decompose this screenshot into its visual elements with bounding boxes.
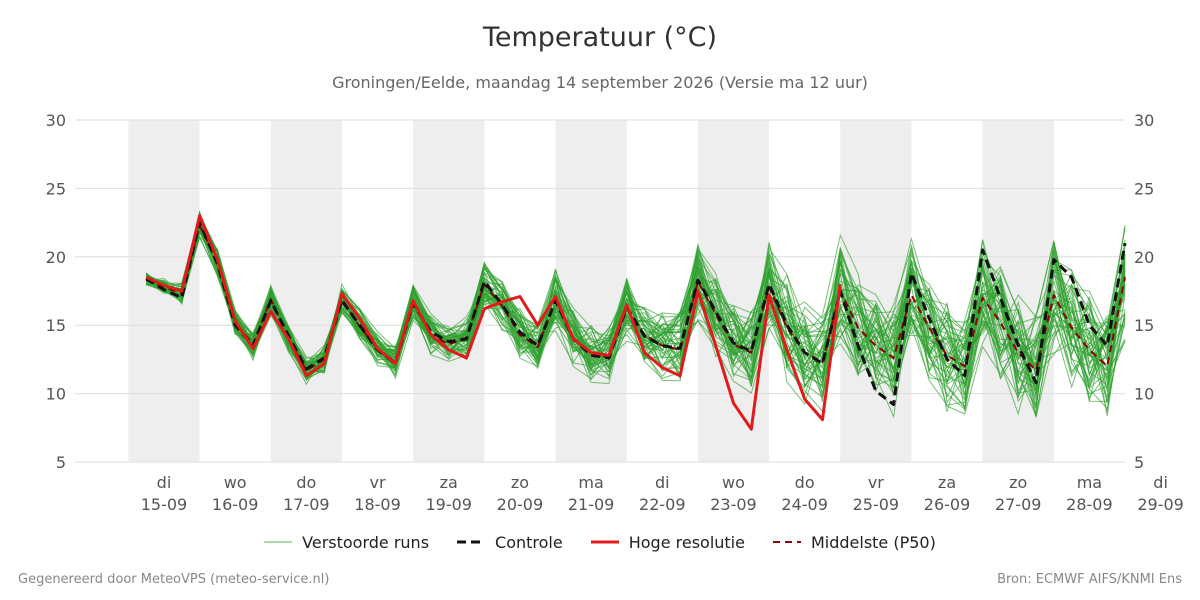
legend-label-members: Verstoorde runs <box>302 532 430 552</box>
series-line-hoge-resolutie <box>145 214 842 431</box>
ytick-right-5: 5 <box>1134 453 1144 472</box>
xtick-day-11: za <box>938 473 956 492</box>
xtick-date-8: 23-09 <box>710 495 757 514</box>
xtick-date-2: 17-09 <box>283 495 330 514</box>
xtick-day-2: do <box>296 473 316 492</box>
legend-item-control: Controle <box>457 533 563 552</box>
xtick-date-1: 16-09 <box>212 495 259 514</box>
legend-swatch-median <box>772 541 801 543</box>
xtick-day-9: do <box>795 473 815 492</box>
xtick-date-11: 26-09 <box>924 495 971 514</box>
xtick-day-0: di <box>157 473 172 492</box>
main-series <box>145 214 1127 431</box>
ytick-right-10: 10 <box>1134 385 1154 404</box>
footer-source: Bron: ECMWF AIFS/KNMI Ens <box>997 572 1182 587</box>
xtick-date-12: 27-09 <box>995 495 1042 514</box>
xtick-day-14: di <box>1153 473 1168 492</box>
legend-label-control: Controle <box>495 532 563 552</box>
weekday-shading <box>128 120 1054 462</box>
chart-subtitle: Groningen/Eelde, maandag 14 september 20… <box>332 73 868 92</box>
ytick-left-25: 25 <box>46 179 66 198</box>
legend: Verstoorde runs Controle Hoge resolutie … <box>0 530 1200 554</box>
ytick-right-15: 15 <box>1134 316 1154 335</box>
ytick-left-5: 5 <box>56 453 66 472</box>
xtick-date-5: 20-09 <box>497 495 544 514</box>
ytick-right-20: 20 <box>1134 248 1154 267</box>
legend-item-median: Middelste (P50) <box>772 532 936 552</box>
xtick-day-13: ma <box>1077 473 1102 492</box>
xtick-date-14: 29-09 <box>1137 495 1184 514</box>
xtick-day-8: wo <box>722 473 745 492</box>
member-line-38 <box>146 219 1126 396</box>
xtick-day-10: vr <box>868 473 884 492</box>
day-shade-2 <box>270 120 342 462</box>
xtick-date-6: 21-09 <box>568 495 615 514</box>
day-shade-6 <box>555 120 627 462</box>
series-line-controle <box>145 221 1127 406</box>
ytick-left-15: 15 <box>46 316 66 335</box>
ytick-left-20: 20 <box>46 248 66 267</box>
legend-label-hres: Hoge resolutie <box>628 532 745 552</box>
legend-swatch-control <box>457 540 486 544</box>
xtick-date-13: 28-09 <box>1066 495 1113 514</box>
xtick-date-9: 24-09 <box>781 495 828 514</box>
xtick-date-10: 25-09 <box>853 495 900 514</box>
xtick-day-7: di <box>655 473 670 492</box>
legend-item-members: Verstoorde runs <box>264 533 429 552</box>
legend-label-median: Middelste (P50) <box>810 532 936 552</box>
xtick-date-4: 19-09 <box>425 495 472 514</box>
ytick-left-10: 10 <box>46 385 66 404</box>
xtick-day-5: zo <box>511 473 529 492</box>
legend-swatch-members <box>264 541 293 543</box>
day-shade-4 <box>413 120 485 462</box>
gridlines <box>75 119 1125 463</box>
ytick-right-30: 30 <box>1134 111 1154 130</box>
xtick-day-3: vr <box>370 473 386 492</box>
xtick-day-12: zo <box>1009 473 1027 492</box>
legend-item-hres: Hoge resolutie <box>590 532 745 552</box>
xtick-day-4: za <box>440 473 458 492</box>
member-line-50 <box>146 217 1126 404</box>
xtick-day-6: ma <box>578 473 603 492</box>
chart-title: Temperatuur (°C) <box>482 22 718 53</box>
ytick-left-30: 30 <box>46 111 66 130</box>
xtick-date-0: 15-09 <box>141 495 188 514</box>
axis-labels: 5 5 10 10 15 15 20 20 25 25 30 30 di 15-09 wo 16-09 do 17… <box>46 111 1184 514</box>
footer-generated-by: Gegenereerd door MeteoVPS (meteo-service… <box>18 572 330 587</box>
xtick-date-7: 22-09 <box>639 495 686 514</box>
xtick-date-3: 18-09 <box>354 495 401 514</box>
ytick-right-25: 25 <box>1134 179 1154 198</box>
xtick-day-1: wo <box>224 473 247 492</box>
legend-swatch-hres <box>590 540 619 544</box>
